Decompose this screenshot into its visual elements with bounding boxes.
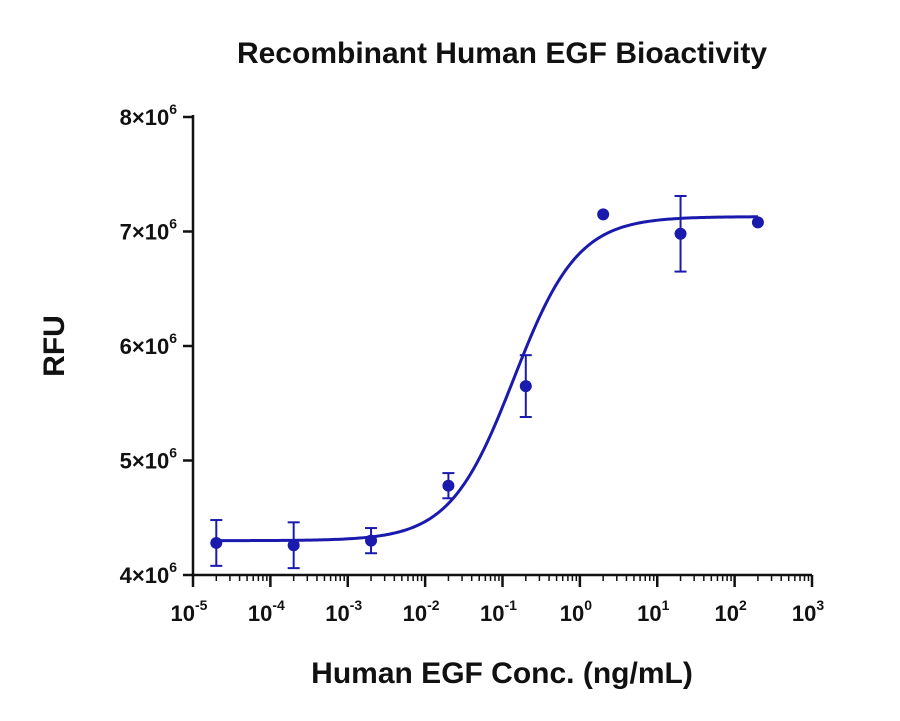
y-tick-label: 4×106 [120, 559, 178, 588]
x-tick-label: 10-3 [325, 597, 362, 626]
data-point [287, 539, 300, 552]
x-axis-label: Human EGF Conc. (ng/mL) [311, 657, 693, 690]
data-point [365, 534, 378, 547]
fit-curve [216, 215, 758, 543]
y-tick-label: 6×106 [120, 330, 178, 359]
chart-title: Recombinant Human EGF Bioactivity [237, 37, 767, 70]
x-tick-label: 10-1 [480, 597, 517, 626]
axes [183, 115, 814, 587]
x-tick-label: 101 [637, 597, 669, 626]
x-tick-label: 10-4 [248, 597, 285, 626]
data-point [597, 208, 610, 221]
y-tick-label: 7×106 [120, 216, 178, 245]
x-tick-label: 102 [714, 597, 746, 626]
data-point [519, 380, 532, 393]
data-marks [210, 195, 764, 570]
data-point [751, 216, 764, 229]
y-tick-label: 5×106 [120, 445, 178, 474]
data-point [210, 536, 223, 549]
data-point [674, 227, 687, 240]
tick-labels: 4×106 5×106 6×106 7×106 8×106 10-5 10-4 10-3 10-… [120, 101, 825, 626]
data-point [442, 479, 455, 492]
x-tick-label: 100 [560, 597, 592, 626]
x-tick-label: 10-2 [403, 597, 440, 626]
x-tick-label: 10-5 [171, 597, 208, 626]
y-tick-label: 8×106 [120, 101, 178, 130]
x-tick-label: 103 [792, 597, 824, 626]
y-axis-label: RFU [38, 315, 71, 377]
